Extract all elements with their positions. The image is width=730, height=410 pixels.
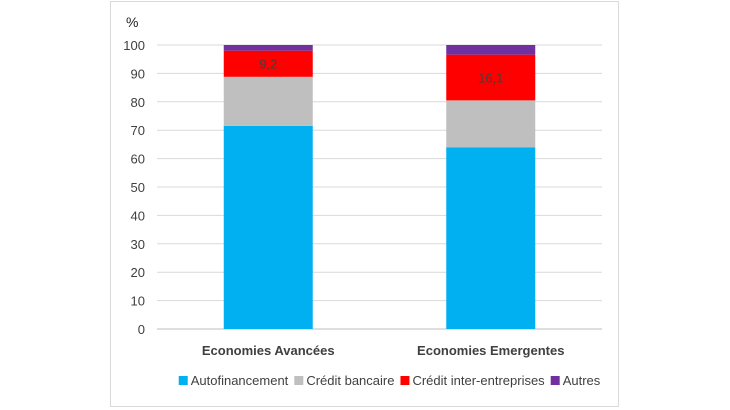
legend-item: Crédit inter-entreprises (400, 373, 545, 388)
y-tick-label: 10 (131, 294, 145, 309)
category-labels: Economies Avancées Economies Emergentes (202, 343, 565, 358)
bar-segment (223, 45, 313, 51)
y-tick-label: 90 (131, 66, 145, 81)
bar-segment (446, 45, 536, 55)
y-tick-label: 0 (138, 322, 145, 337)
y-tick-label: 100 (123, 38, 145, 53)
legend-item: Autres (550, 373, 601, 388)
legend-swatch (294, 376, 304, 385)
y-tick-labels: 0 10 20 30 40 50 60 70 80 90 100 (123, 38, 145, 337)
y-tick-label: 40 (131, 208, 145, 223)
bar-segment (446, 54, 536, 101)
y-tick-label: 30 (131, 237, 145, 252)
legend-item: Autofinancement (178, 373, 289, 388)
bar-segment (223, 76, 313, 126)
legend-swatch (178, 376, 188, 385)
data-label: 9,2 (259, 57, 277, 72)
category-label: Economies Emergentes (417, 343, 564, 358)
bar-segment (223, 125, 313, 329)
bar-segment (446, 100, 536, 148)
bar-segment (223, 50, 313, 77)
legend-label: Crédit inter-entreprises (412, 373, 545, 388)
y-tick-label: 50 (131, 180, 145, 195)
legend-swatch (550, 376, 560, 385)
legend-item: Crédit bancaire (294, 373, 394, 388)
y-tick-label: 70 (131, 123, 145, 138)
category-label: Economies Avancées (202, 343, 335, 358)
legend-label: Autofinancement (191, 373, 289, 388)
y-tick-label: 20 (131, 265, 145, 280)
bar-segment (446, 147, 536, 329)
legend-label: Crédit bancaire (306, 373, 394, 388)
data-labels: 9,2 16,1 (259, 57, 503, 86)
data-label: 16,1 (478, 71, 503, 86)
y-tick-label: 80 (131, 95, 145, 110)
y-axis-unit-label: % (126, 14, 138, 30)
legend-label: Autres (563, 373, 601, 388)
legend: Autofinancement Crédit bancaire Crédit int… (178, 373, 601, 388)
legend-swatch (400, 376, 410, 385)
y-tick-label: 60 (131, 152, 145, 167)
bars (223, 45, 536, 329)
